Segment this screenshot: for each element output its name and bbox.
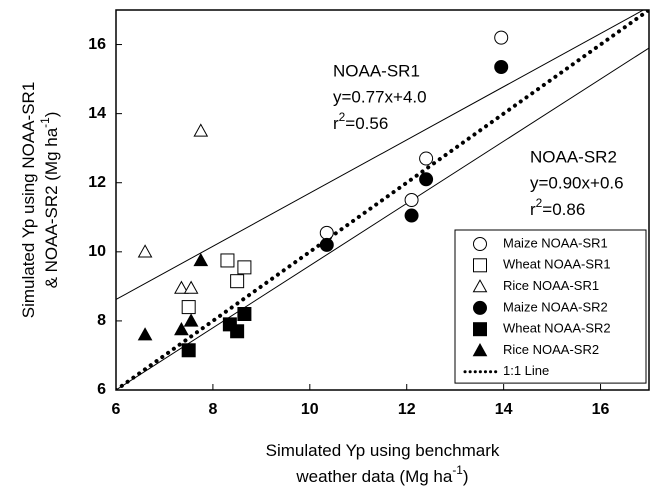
point bbox=[183, 280, 199, 294]
point bbox=[230, 274, 245, 289]
point bbox=[230, 324, 245, 339]
point bbox=[183, 313, 199, 327]
legend-marker bbox=[473, 258, 487, 273]
point bbox=[237, 260, 252, 275]
y-axis-label-group: Simulated Yp using NOAA-SR1 & NOAA-SR2 (M… bbox=[19, 82, 61, 319]
legend-label: Wheat NOAA-SR1 bbox=[503, 257, 611, 272]
legend-marker bbox=[473, 237, 487, 251]
y-tick-label: 6 bbox=[97, 381, 106, 398]
fit-equation: y=0.77x+4.0 bbox=[333, 87, 427, 106]
y-tick-label: 12 bbox=[88, 174, 106, 191]
y-axis-label-end: ) bbox=[42, 112, 61, 118]
y-axis-label-text: Simulated Yp using NOAA-SR1 bbox=[19, 82, 38, 319]
y-axis-label-sup: -1 bbox=[38, 117, 52, 128]
fit-r2-end: =0.56 bbox=[345, 114, 388, 133]
point bbox=[404, 208, 419, 223]
legend-label: Maize NOAA-SR1 bbox=[503, 235, 608, 250]
x-tick-label: 6 bbox=[112, 401, 121, 418]
point bbox=[181, 343, 196, 358]
legend-label: Maize NOAA-SR2 bbox=[503, 299, 608, 314]
legend-label: Rice NOAA-SR2 bbox=[503, 342, 599, 357]
point bbox=[137, 327, 153, 341]
fit-label: NOAA-SR1 bbox=[333, 61, 420, 80]
fit-r2-sup: 2 bbox=[536, 196, 543, 210]
plot-content bbox=[116, 10, 649, 390]
y-tick-label: 16 bbox=[88, 36, 106, 53]
point bbox=[237, 307, 252, 321]
fit-r2-sup: 2 bbox=[339, 110, 346, 124]
fit-line bbox=[116, 10, 645, 300]
point bbox=[494, 60, 509, 74]
legend-label: 1:1 Line bbox=[503, 363, 549, 378]
legend-marker bbox=[472, 342, 488, 357]
legend-marker bbox=[473, 300, 487, 315]
fit-r2-text: r bbox=[333, 114, 339, 133]
point bbox=[319, 225, 334, 240]
fit-label: NOAA-SR2 bbox=[530, 147, 617, 166]
fit-r2: r2=0.86 bbox=[530, 196, 585, 219]
point bbox=[419, 151, 434, 166]
point bbox=[193, 123, 209, 137]
x-axis-label-text: weather data (Mg ha bbox=[295, 467, 452, 486]
identity-line bbox=[116, 10, 649, 390]
y-tick-label: 10 bbox=[88, 243, 106, 260]
y-axis-label: & NOAA-SR2 (Mg ha-1) bbox=[38, 112, 61, 289]
legend-marker bbox=[473, 322, 487, 337]
point bbox=[174, 280, 189, 294]
point bbox=[494, 30, 509, 45]
fit-r2: r2=0.56 bbox=[333, 110, 388, 133]
point bbox=[319, 237, 334, 252]
fit-r2-text: r bbox=[530, 200, 536, 219]
plot-frame bbox=[115, 9, 650, 391]
legend-marker bbox=[472, 279, 488, 293]
x-tick-label: 16 bbox=[592, 401, 610, 418]
point bbox=[404, 193, 419, 207]
legend-label: Rice NOAA-SR1 bbox=[503, 278, 599, 293]
x-axis-label: weather data (Mg ha-1) bbox=[295, 463, 468, 486]
y-axis-label: Simulated Yp using NOAA-SR1 bbox=[19, 82, 38, 319]
legend-label: Wheat NOAA-SR2 bbox=[503, 321, 611, 336]
fit-r2-end: =0.86 bbox=[542, 200, 585, 219]
x-tick-label: 12 bbox=[398, 401, 416, 418]
point bbox=[419, 172, 434, 187]
y-tick-label: 8 bbox=[97, 312, 106, 329]
point bbox=[193, 252, 209, 267]
y-tick-label: 14 bbox=[88, 105, 106, 122]
fit-line bbox=[116, 47, 649, 390]
point bbox=[181, 300, 196, 315]
x-axis-label-end: ) bbox=[463, 467, 469, 486]
x-tick-label: 10 bbox=[301, 401, 319, 418]
x-axis-label-sup: -1 bbox=[452, 463, 463, 477]
point bbox=[137, 244, 153, 258]
point bbox=[220, 253, 235, 268]
point bbox=[174, 322, 189, 336]
x-axis-label: Simulated Yp using benchmark bbox=[266, 441, 500, 460]
fit-equation: y=0.90x+0.6 bbox=[530, 173, 624, 192]
x-tick-label: 14 bbox=[495, 401, 513, 418]
x-tick-label: 8 bbox=[208, 401, 217, 418]
x-axis-label-text: Simulated Yp using benchmark bbox=[266, 441, 500, 460]
y-axis-label-text: & NOAA-SR2 (Mg ha bbox=[42, 127, 61, 288]
